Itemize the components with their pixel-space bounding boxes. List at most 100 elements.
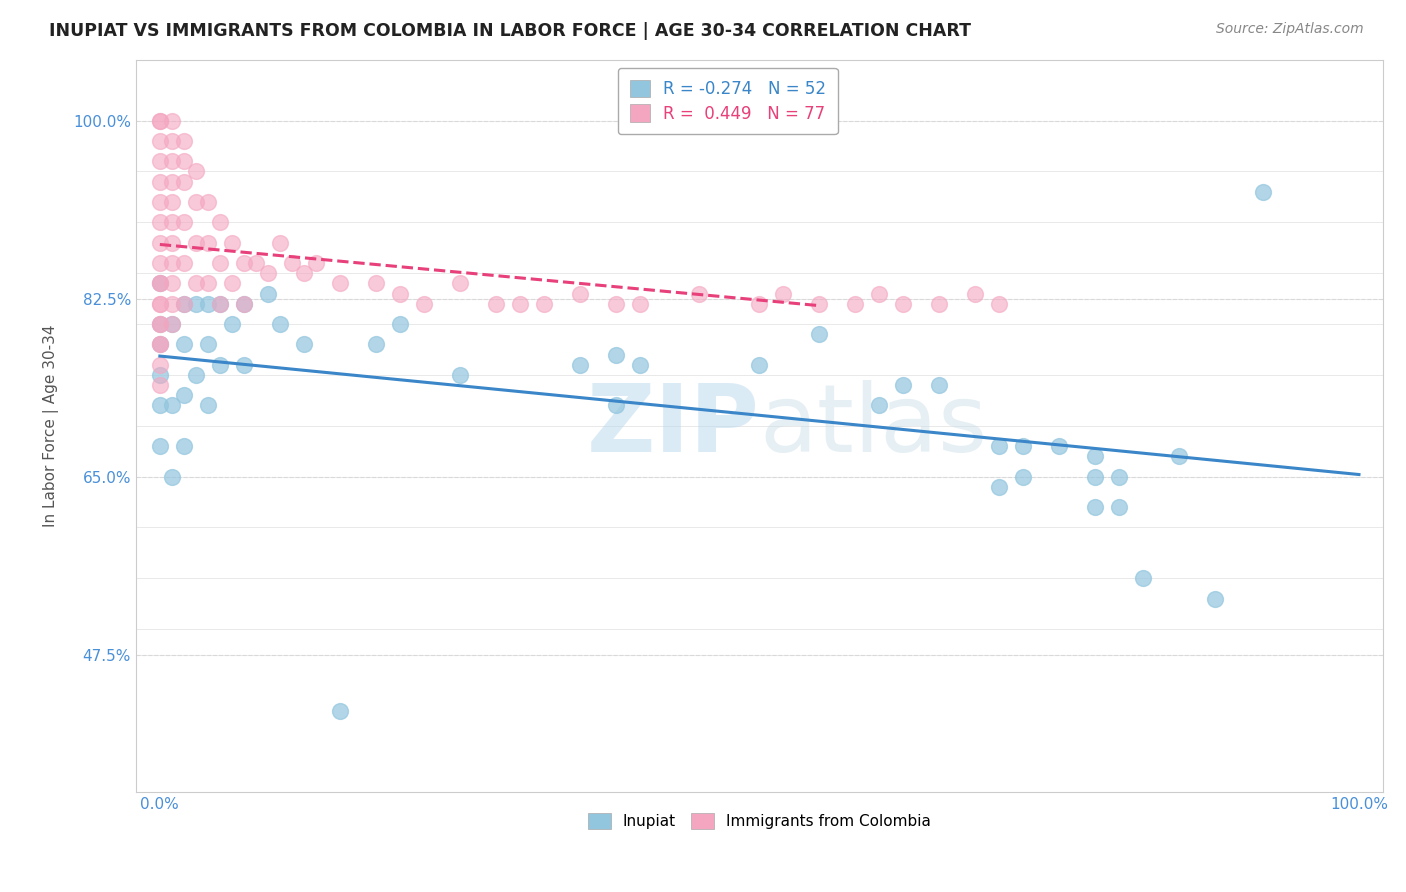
Point — [256, 266, 278, 280]
Point — [364, 337, 387, 351]
Point — [256, 286, 278, 301]
Point — [173, 134, 195, 148]
Point — [197, 337, 219, 351]
Point — [388, 286, 411, 301]
Point — [329, 277, 352, 291]
Point — [868, 286, 890, 301]
Text: INUPIAT VS IMMIGRANTS FROM COLOMBIA IN LABOR FORCE | AGE 30-34 CORRELATION CHART: INUPIAT VS IMMIGRANTS FROM COLOMBIA IN L… — [49, 22, 972, 40]
Point — [1047, 439, 1070, 453]
Point — [748, 358, 770, 372]
Point — [149, 337, 172, 351]
Text: Source: ZipAtlas.com: Source: ZipAtlas.com — [1216, 22, 1364, 37]
Point — [232, 296, 254, 310]
Point — [149, 296, 172, 310]
Point — [160, 113, 183, 128]
Point — [844, 296, 866, 310]
Point — [748, 296, 770, 310]
Point — [1132, 571, 1154, 585]
Point — [197, 194, 219, 209]
Point — [149, 317, 172, 331]
Point — [160, 399, 183, 413]
Point — [149, 378, 172, 392]
Point — [184, 368, 207, 382]
Point — [484, 296, 506, 310]
Point — [232, 358, 254, 372]
Point — [388, 317, 411, 331]
Point — [160, 175, 183, 189]
Point — [364, 277, 387, 291]
Y-axis label: In Labor Force | Age 30-34: In Labor Force | Age 30-34 — [44, 325, 59, 527]
Point — [269, 317, 291, 331]
Point — [988, 439, 1011, 453]
Point — [292, 337, 315, 351]
Point — [149, 368, 172, 382]
Point — [173, 215, 195, 229]
Point — [149, 358, 172, 372]
Point — [149, 256, 172, 270]
Point — [160, 277, 183, 291]
Point — [245, 256, 267, 270]
Point — [1108, 469, 1130, 483]
Point — [184, 164, 207, 178]
Text: atlas: atlas — [759, 380, 987, 472]
Point — [281, 256, 304, 270]
Point — [568, 286, 591, 301]
Point — [533, 296, 555, 310]
Point — [160, 469, 183, 483]
Point — [208, 296, 231, 310]
Point — [149, 113, 172, 128]
Point — [149, 277, 172, 291]
Point — [1168, 450, 1191, 464]
Point — [1084, 500, 1107, 515]
Point — [628, 358, 651, 372]
Point — [173, 296, 195, 310]
Point — [149, 113, 172, 128]
Point — [269, 235, 291, 250]
Point — [605, 296, 627, 310]
Point — [149, 337, 172, 351]
Point — [412, 296, 434, 310]
Point — [149, 277, 172, 291]
Point — [160, 215, 183, 229]
Point — [197, 296, 219, 310]
Legend: Inupiat, Immigrants from Colombia: Inupiat, Immigrants from Colombia — [582, 807, 938, 836]
Point — [965, 286, 987, 301]
Point — [149, 194, 172, 209]
Point — [605, 348, 627, 362]
Point — [605, 399, 627, 413]
Point — [628, 296, 651, 310]
Point — [988, 480, 1011, 494]
Text: ZIP: ZIP — [586, 380, 759, 472]
Point — [509, 296, 531, 310]
Point — [928, 378, 950, 392]
Point — [197, 399, 219, 413]
Point — [149, 134, 172, 148]
Point — [149, 277, 172, 291]
Point — [1204, 591, 1226, 606]
Point — [232, 296, 254, 310]
Point — [1084, 450, 1107, 464]
Point — [292, 266, 315, 280]
Point — [208, 296, 231, 310]
Point — [160, 317, 183, 331]
Point — [1108, 500, 1130, 515]
Point — [160, 134, 183, 148]
Point — [184, 277, 207, 291]
Point — [221, 277, 243, 291]
Point — [928, 296, 950, 310]
Point — [149, 175, 172, 189]
Point — [160, 317, 183, 331]
Point — [1012, 469, 1035, 483]
Point — [149, 439, 172, 453]
Point — [173, 337, 195, 351]
Point — [688, 286, 710, 301]
Point — [184, 194, 207, 209]
Point — [891, 378, 914, 392]
Point — [329, 704, 352, 718]
Point — [149, 317, 172, 331]
Point — [1012, 439, 1035, 453]
Point — [160, 256, 183, 270]
Point — [149, 235, 172, 250]
Point — [149, 399, 172, 413]
Point — [149, 317, 172, 331]
